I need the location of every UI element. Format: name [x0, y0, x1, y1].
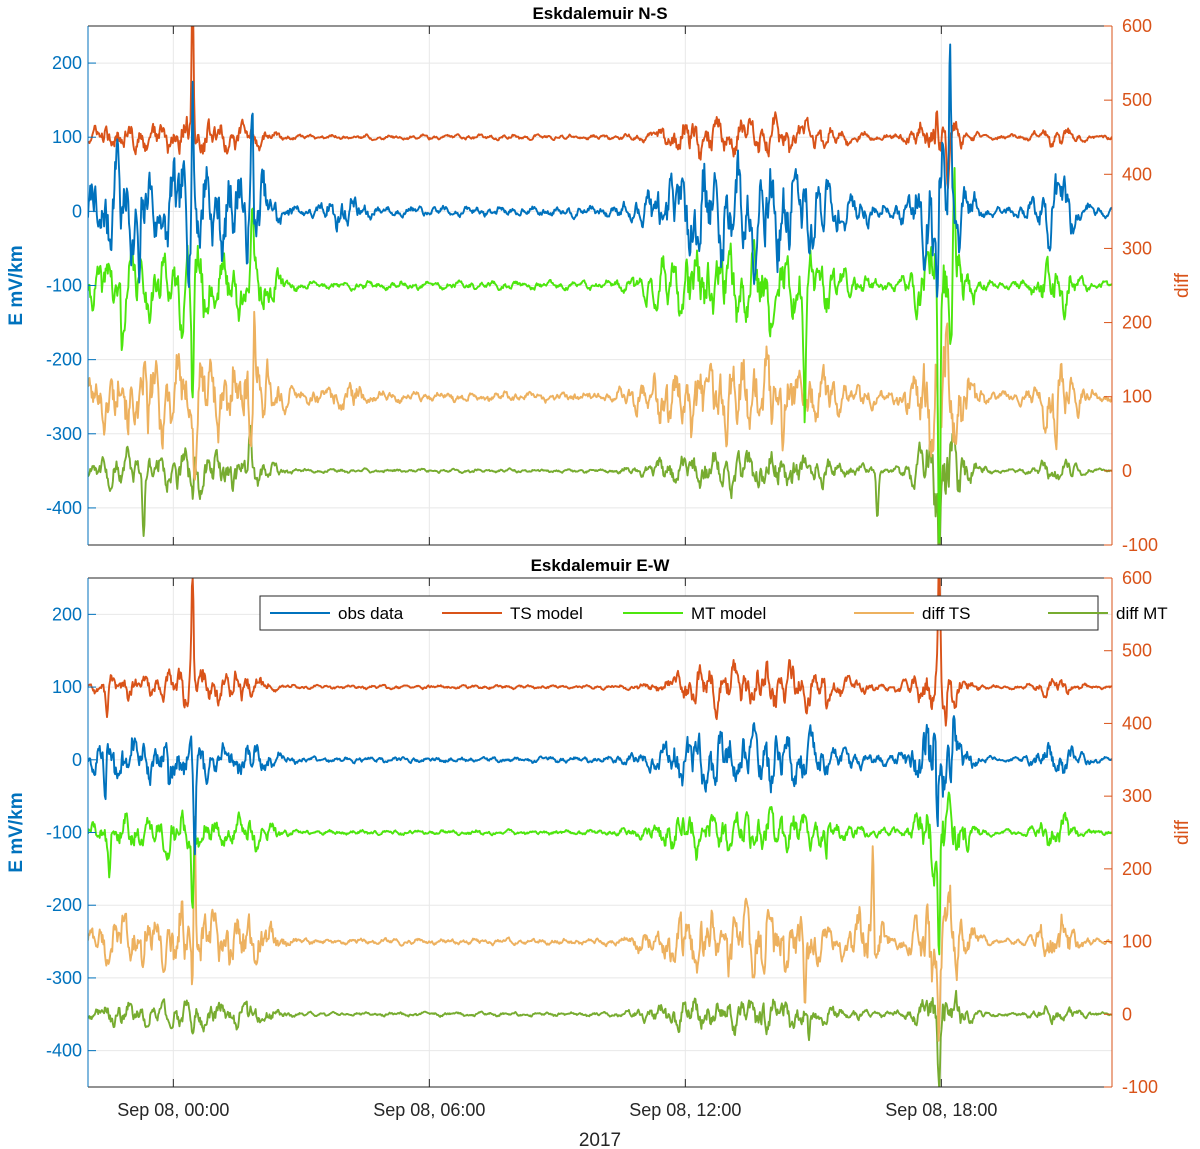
y-axis-label-right: diff	[1172, 819, 1193, 845]
chart-title: Eskdalemuir E-W	[531, 556, 671, 575]
chart-panel-ew: -400 -300 -200 -100 0 100 200 -100 0 100 200 300 400…	[6, 556, 1193, 1149]
tick-label-left: 200	[52, 604, 82, 624]
tick-label-left: -400	[46, 498, 82, 518]
chart-panel-ns: -400 -300 -200 -100 0 100 200 -100 0 100 200 300 400…	[6, 4, 1193, 555]
tick-label-left: -400	[46, 1041, 82, 1061]
tick-label-left: -300	[46, 424, 82, 444]
series-line-mt-model	[88, 167, 1112, 544]
tick-label-x: Sep 08, 06:00	[373, 1100, 485, 1120]
legend-label: diff MT	[1116, 604, 1168, 623]
tick-label-x: Sep 08, 12:00	[629, 1100, 741, 1120]
tick-label-left: 100	[52, 677, 82, 697]
tick-label-right: 600	[1122, 16, 1152, 36]
tick-label-left: -200	[46, 895, 82, 915]
tick-label-right: 300	[1122, 238, 1152, 258]
legend: obs data TS model MT model diff TS diff MT	[259, 595, 1168, 631]
tick-label-left: -200	[46, 350, 82, 370]
chart-title: Eskdalemuir N-S	[532, 4, 667, 23]
tick-label-right: -100	[1122, 1077, 1158, 1097]
tick-label-right: 300	[1122, 786, 1152, 806]
tick-label-left: 0	[72, 201, 82, 221]
legend-label: TS model	[510, 604, 583, 623]
tick-label-right: 400	[1122, 164, 1152, 184]
tick-label-left: -100	[46, 823, 82, 843]
tick-label-right: -100	[1122, 535, 1158, 555]
series-group	[88, 26, 1112, 545]
series-line-obs-data	[88, 43, 1112, 298]
series-line-obs-data	[88, 715, 1112, 856]
tick-label-left: -100	[46, 276, 82, 296]
legend-label: MT model	[691, 604, 766, 623]
y-axis-label-left: E mV/km	[6, 245, 27, 325]
series-group	[88, 578, 1112, 1087]
tick-label-right: 100	[1122, 932, 1152, 952]
series-line-diff-mt	[88, 424, 1112, 545]
series-line-ts-model	[88, 26, 1112, 190]
tick-label-right: 200	[1122, 859, 1152, 879]
tick-label-left: 200	[52, 53, 82, 73]
tick-label-right: 100	[1122, 387, 1152, 407]
tick-label-right: 200	[1122, 313, 1152, 333]
x-axis-label: 2017	[579, 1130, 621, 1149]
tick-label-right: 500	[1122, 641, 1152, 661]
legend-label: diff TS	[922, 604, 971, 623]
tick-label-x: Sep 08, 00:00	[117, 1100, 229, 1120]
tick-label-right: 0	[1122, 461, 1132, 481]
tick-label-left: 100	[52, 127, 82, 147]
tick-label-x: Sep 08, 18:00	[885, 1100, 997, 1120]
series-line-diff-mt	[88, 989, 1112, 1087]
y-axis-label-right: diff	[1172, 272, 1193, 298]
y-axis-label-left: E mV/km	[6, 792, 27, 872]
tick-label-left: 0	[72, 750, 82, 770]
tick-label-right: 500	[1122, 90, 1152, 110]
legend-label: obs data	[338, 604, 404, 623]
tick-label-right: 400	[1122, 713, 1152, 733]
series-line-diff-ts	[88, 815, 1112, 1042]
tick-label-right: 600	[1122, 568, 1152, 588]
series-line-ts-model	[88, 578, 1112, 727]
tick-label-left: -300	[46, 968, 82, 988]
series-line-mt-model	[88, 791, 1112, 956]
tick-label-right: 0	[1122, 1004, 1132, 1024]
